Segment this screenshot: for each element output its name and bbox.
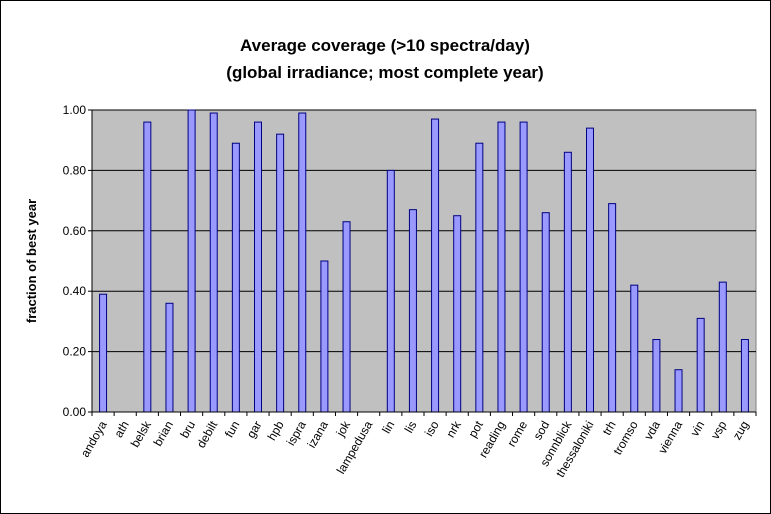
bar-vin xyxy=(696,317,705,413)
bar-thessaloniki xyxy=(586,127,594,413)
x-tick-label-trh: trh xyxy=(600,419,619,438)
x-tick-label-jok: jok xyxy=(333,418,354,440)
bar-sod xyxy=(541,212,550,413)
x-tick-label-ath: ath xyxy=(111,419,131,440)
x-tick-label-brian: brian xyxy=(151,419,176,449)
bar-tromso xyxy=(630,284,639,413)
x-tick-label-lis: lis xyxy=(402,419,420,436)
bar-vsp xyxy=(718,281,727,413)
bar-sonnblick xyxy=(563,151,572,413)
y-tick-labels: 0.00 0.20 0.40 0.60 0.80 1.00 xyxy=(63,103,87,419)
y-tick-label: 0.00 xyxy=(63,405,87,419)
bar-reading xyxy=(497,121,506,413)
bar-debilt xyxy=(209,112,218,413)
plot-area xyxy=(91,109,757,413)
bar-andoya xyxy=(99,293,108,413)
bar-jok xyxy=(342,221,351,413)
x-tick-label-andoya: andoya xyxy=(78,418,110,459)
bar-zug xyxy=(740,339,749,413)
x-tick-label-pot: pot xyxy=(465,418,486,440)
bar-belsk xyxy=(143,121,152,413)
x-tick-label-rome: rome xyxy=(504,418,530,449)
x-tick-label-vsp: vsp xyxy=(708,418,730,441)
x-tick-label-fun: fun xyxy=(222,419,242,440)
x-tick-label-vda: vda xyxy=(641,418,663,442)
bar-lis xyxy=(408,209,417,413)
y-tick-label: 0.60 xyxy=(63,224,87,238)
chart-subtitle: (global irradiance; most complete year) xyxy=(226,63,543,82)
bar-trh xyxy=(608,203,617,413)
y-axis-title: fraction of best year xyxy=(24,199,39,323)
bar-pot xyxy=(475,142,484,413)
gridlines xyxy=(88,109,756,413)
bar-iso xyxy=(431,118,440,413)
y-tick-label: 1.00 xyxy=(63,103,87,117)
bar-nrk xyxy=(453,215,462,413)
bar-lin xyxy=(386,169,395,413)
bar-hpb xyxy=(276,133,285,413)
bar-brian xyxy=(165,302,174,413)
x-tick-label-gar: gar xyxy=(244,418,265,440)
bar-vienna xyxy=(674,369,683,413)
x-tick-label-iso: iso xyxy=(422,418,442,439)
x-tick-label-vin: vin xyxy=(687,419,707,439)
y-tick-label: 0.20 xyxy=(63,345,87,359)
bar-izana xyxy=(320,260,329,413)
x-tick-label-nrk: nrk xyxy=(443,418,464,440)
x-tick-label-debilt: debilt xyxy=(194,418,221,450)
bar-ispra xyxy=(298,112,307,413)
x-tick-label-bru: bru xyxy=(177,419,198,441)
x-tick-label-hpb: hpb xyxy=(265,418,287,443)
x-tick-label-belsk: belsk xyxy=(128,418,155,450)
bar-fun xyxy=(231,142,240,413)
y-tick-label: 0.40 xyxy=(63,284,87,298)
y-tick-label: 0.80 xyxy=(63,163,87,177)
x-tick-label-sod: sod xyxy=(531,419,553,443)
chart-title: Average coverage (>10 spectra/day) xyxy=(240,36,530,55)
x-tick-label-zug: zug xyxy=(730,419,752,443)
bar-gar xyxy=(254,121,262,413)
x-tick-label-izana: izana xyxy=(305,418,332,450)
x-tick-label-lin: lin xyxy=(379,419,397,436)
bar-bru xyxy=(187,109,196,413)
bar-rome xyxy=(519,121,528,413)
bar-vda xyxy=(652,339,661,413)
